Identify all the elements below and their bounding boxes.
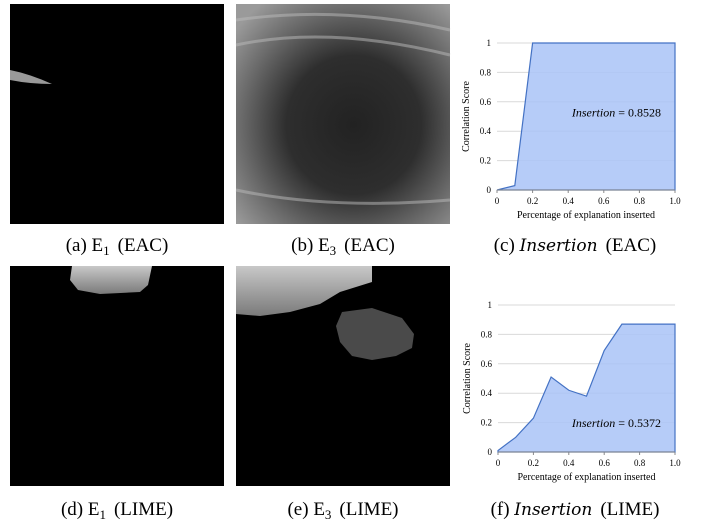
- y-tick-label: 1: [488, 300, 493, 310]
- x-tick-label: 0: [495, 196, 500, 206]
- caption-name: Insertion: [519, 236, 598, 256]
- y-tick-label: 1: [487, 38, 492, 48]
- x-tick-label: 0.4: [563, 458, 575, 468]
- image-a: [10, 4, 224, 224]
- caption-label: (b): [291, 235, 313, 256]
- caption-subscript: 3: [325, 507, 332, 522]
- caption-label: (c): [494, 235, 515, 256]
- caption-subscript: 1: [99, 507, 106, 522]
- image-d-region: [70, 266, 152, 294]
- caption-name: Insertion: [513, 500, 592, 520]
- y-tick-label: 0.4: [480, 126, 492, 136]
- caption-method: (LIME): [114, 499, 173, 520]
- annotation-name: Insertion: [571, 416, 615, 430]
- caption-name: E: [92, 235, 104, 256]
- caption: (c) Insertion (EAC): [494, 235, 657, 256]
- caption: (a) E1 (EAC): [66, 235, 169, 258]
- caption: (d) E1 (LIME): [61, 499, 173, 522]
- x-tick-label: 0.2: [527, 196, 538, 206]
- caption: (f) Insertion (LIME): [491, 499, 660, 520]
- x-tick-label: 0.8: [634, 196, 646, 206]
- y-tick-label: 0.6: [480, 97, 492, 107]
- caption-method: (EAC): [118, 235, 169, 256]
- image-d: [10, 266, 224, 486]
- caption-label: (f): [491, 499, 510, 520]
- caption-method: (EAC): [344, 235, 395, 256]
- caption: (b) E3 (EAC): [291, 235, 395, 258]
- caption-name: E: [318, 235, 330, 256]
- y-axis-label: Correlation Score: [461, 81, 472, 152]
- y-tick-label: 0: [488, 447, 493, 457]
- caption-method: (LIME): [339, 499, 398, 520]
- x-tick-label: 0.4: [563, 196, 575, 206]
- y-tick-label: 0.4: [481, 388, 493, 398]
- x-axis-label: Percentage of explanation inserted: [517, 210, 655, 221]
- annotation: Insertion = 0.5372: [571, 416, 661, 430]
- figure: 0 0.2 0.4 0.6 0.8 1 0 0.2 0.4 0.6 0.8 1.0 Percentage…: [0, 0, 701, 527]
- caption-method: (LIME): [600, 499, 659, 520]
- x-tick-label: 0.6: [599, 458, 611, 468]
- caption-method: (EAC): [606, 235, 657, 256]
- y-tick-label: 0.8: [480, 67, 492, 77]
- x-axis-label: Percentage of explanation inserted: [518, 472, 656, 483]
- y-tick-label: 0.6: [481, 359, 493, 369]
- caption-subscript: 3: [330, 243, 337, 258]
- x-tick-label: 0.2: [528, 458, 539, 468]
- caption-subscript: 1: [103, 243, 110, 258]
- annotation-value: = 0.8528: [615, 106, 661, 120]
- x-tick-label: 0: [496, 458, 501, 468]
- caption-label: (d): [61, 499, 83, 520]
- caption-name: E: [88, 499, 100, 520]
- y-tick-label: 0.2: [481, 418, 492, 428]
- y-axis-label: Correlation Score: [462, 343, 473, 414]
- x-tick-label: 1.0: [669, 196, 681, 206]
- caption-label: (e): [287, 499, 308, 520]
- annotation: Insertion = 0.8528: [571, 106, 661, 120]
- y-tick-label: 0: [487, 185, 492, 195]
- x-tick-label: 0.8: [634, 458, 646, 468]
- caption-name: E: [313, 499, 325, 520]
- x-tick-label: 1.0: [669, 458, 681, 468]
- caption-label: (a): [66, 235, 87, 256]
- area: [498, 324, 675, 452]
- annotation-value: = 0.5372: [615, 416, 661, 430]
- y-tick-label: 0.8: [481, 329, 493, 339]
- y-tick-label: 0.2: [480, 156, 491, 166]
- caption: (e) E3 (LIME): [287, 499, 398, 522]
- annotation-name: Insertion: [571, 106, 615, 120]
- x-tick-label: 0.6: [598, 196, 610, 206]
